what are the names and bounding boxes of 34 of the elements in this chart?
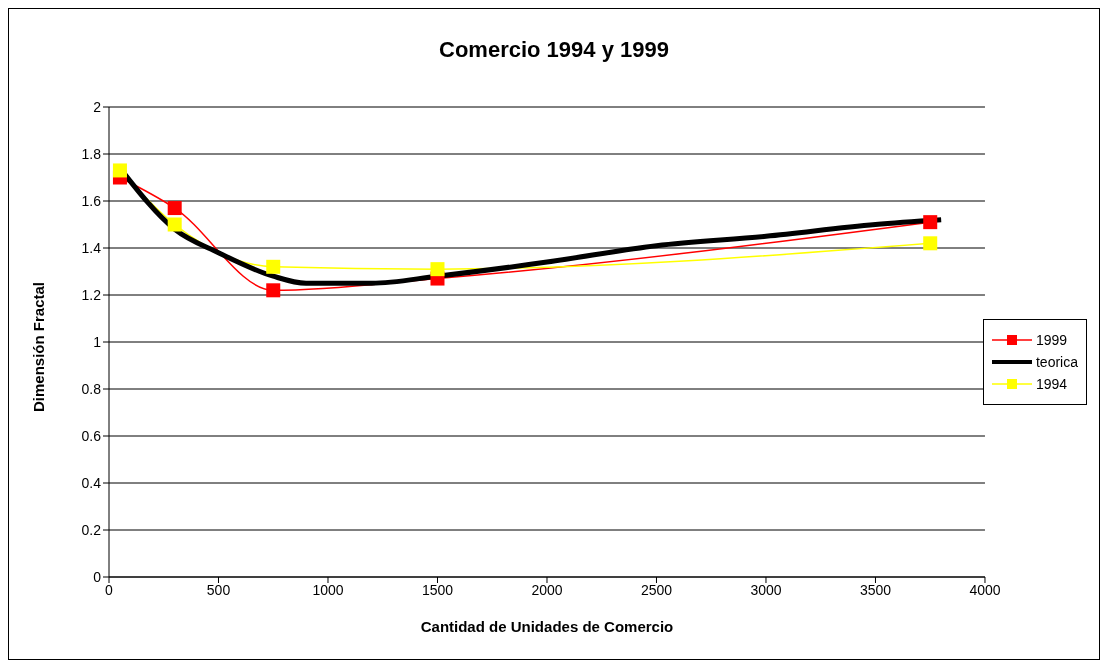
legend-label: 1999	[1035, 332, 1068, 348]
point	[112, 163, 127, 178]
y-tick-label: 1.8	[81, 145, 102, 162]
y-tick-label: 1	[93, 333, 102, 350]
y-tick-label: 2	[93, 98, 102, 115]
point	[430, 262, 445, 277]
chart-title: Comercio 1994 y 1999	[438, 36, 670, 64]
point	[167, 217, 182, 232]
x-tick-label: 2000	[531, 581, 563, 598]
x-tick-label: 500	[206, 581, 231, 598]
x-tick-label: 2500	[640, 581, 673, 598]
x-tick-label: 3500	[859, 581, 892, 598]
legend-label: 1994	[1035, 376, 1068, 392]
y-tick-label: 1.6	[81, 192, 102, 209]
point	[923, 215, 938, 230]
y-tick-label: 0	[93, 568, 102, 585]
x-axis-title: Cantidad de Unidades de Comercio	[420, 618, 674, 635]
x-tick-label: 3000	[750, 581, 782, 598]
y-tick-label: 0.4	[81, 474, 102, 491]
point	[266, 259, 281, 274]
y-tick-label: 1.4	[81, 239, 102, 256]
x-tick-label: 0	[105, 581, 114, 598]
x-tick-label: 1000	[312, 581, 344, 598]
y-tick-label: 0.6	[81, 427, 102, 444]
x-tick-label: 1500	[421, 581, 454, 598]
legend-label: teorica	[1035, 354, 1078, 370]
y-tick-label: 0.8	[81, 380, 102, 397]
y-tick-label: 1.2	[81, 286, 102, 303]
y-axis-title: Dimensión Fractal	[30, 281, 48, 412]
y-tick-label: 0.2	[81, 521, 102, 538]
point	[266, 283, 281, 298]
point	[923, 236, 938, 251]
x-tick-label: 4000	[969, 581, 1001, 598]
point	[167, 201, 182, 216]
